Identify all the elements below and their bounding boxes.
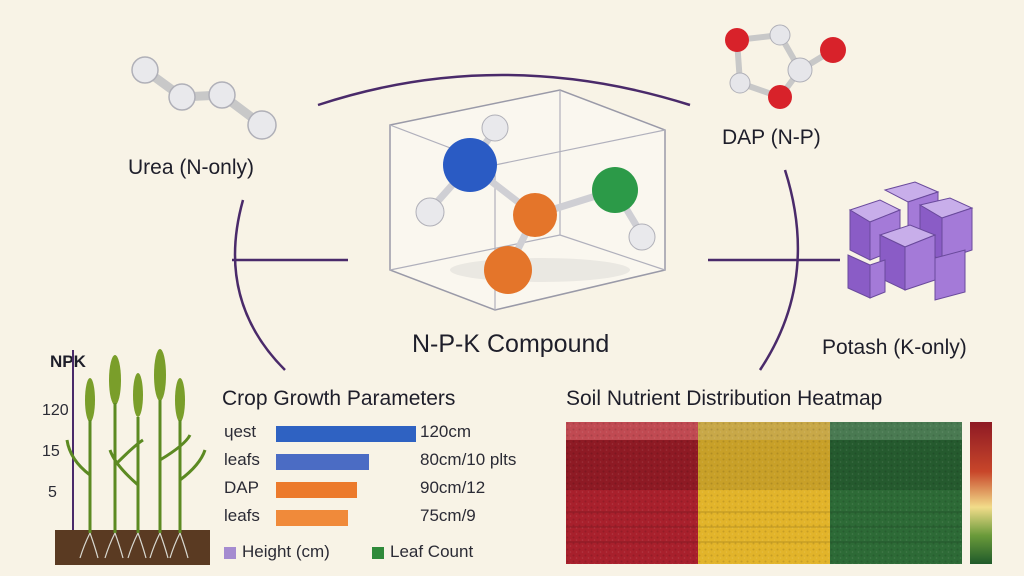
crop-row: DAP 90cm/12 [224, 478, 554, 502]
compound-label: N-P-K Compound [412, 330, 610, 358]
crop-bar [276, 426, 416, 442]
top-arc [317, 73, 691, 107]
crop-value: 75cm/9 [420, 506, 476, 525]
crop-category: DAP [224, 478, 259, 497]
crop-category: leafs [224, 506, 260, 525]
urea-molecule-icon [131, 56, 277, 140]
potash-label: Potash (K-only) [822, 336, 967, 359]
crop-growth-title: Crop Growth Parameters [222, 387, 456, 410]
crop-value: 120cm [420, 422, 472, 441]
crop-row: ɥest 120cm [224, 422, 554, 446]
plant-tick-5: 5 [48, 484, 57, 501]
dap-molecule-icon [725, 24, 846, 109]
urea-label: Urea (N-only) [128, 156, 255, 179]
crop-row: leafs 80cm/10 plts [224, 450, 554, 474]
npk-compound-cube [389, 89, 666, 311]
crop-row: leafs 75cm/9 [224, 506, 554, 530]
crop-growth-chart: ɥest 120cm leafs 80cm/10 plts DAP 90cm/1… [224, 422, 554, 532]
legend-swatch-height [224, 546, 236, 559]
legend-height: Height (cm) [224, 542, 330, 562]
legend-leaf-count: Leaf Count [372, 542, 473, 562]
heatmap-title: Soil Nutrient Distribution Heatmap [566, 387, 883, 410]
potash-crystal-icon [847, 181, 974, 301]
crop-category: ɥest [224, 422, 257, 441]
left-arc [233, 199, 286, 371]
wheat-plants-illustration [55, 349, 210, 565]
dap-label: DAP (N-P) [722, 126, 821, 149]
plant-tick-120: 120 [42, 402, 69, 419]
plant-panel-title: NPK [50, 352, 86, 371]
plant-tick-15: 15 [42, 443, 60, 460]
legend-height-label: Height (cm) [242, 542, 330, 561]
heatmap-color-scale [970, 422, 992, 564]
crop-bar [276, 510, 348, 526]
crop-value: 80cm/10 plts [420, 450, 517, 469]
soil-heatmap [566, 422, 962, 564]
right-arc [758, 169, 800, 371]
crop-value: 90cm/12 [420, 478, 486, 497]
crop-category: leafs [224, 450, 260, 469]
crop-bar [276, 454, 369, 470]
legend-swatch-leaf [372, 546, 384, 559]
crop-bar [276, 482, 357, 498]
legend-leaf-label: Leaf Count [390, 542, 474, 561]
